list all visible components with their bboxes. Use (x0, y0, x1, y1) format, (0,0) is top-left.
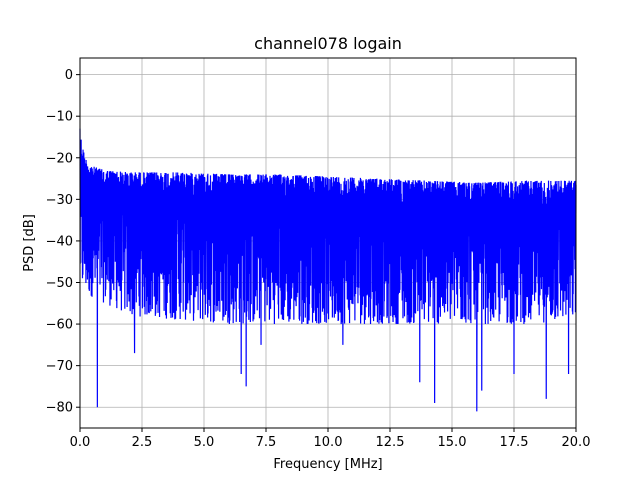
x-tick-label: 12.5 (376, 435, 405, 450)
x-tick-label: 0.0 (70, 435, 91, 450)
y-axis-label: PSD [dB] (22, 214, 37, 272)
x-axis-label: Frequency [MHz] (273, 457, 382, 472)
x-axis-ticks: 0.0 2.5 5.0 7.5 10.0 12.5 15.0 17.5 20.0 (70, 428, 591, 450)
y-tick-label: −20 (46, 151, 73, 166)
y-tick-label: −40 (46, 234, 73, 249)
psd-series-line (79, 128, 577, 412)
x-tick-label: 7.5 (256, 435, 277, 450)
chart-title: channel078 logain (254, 34, 402, 53)
x-tick-label: 17.5 (500, 435, 529, 450)
psd-trace (79, 128, 577, 412)
y-tick-label: −70 (46, 359, 73, 374)
y-tick-label: −30 (46, 193, 73, 208)
x-tick-label: 2.5 (132, 435, 153, 450)
x-tick-label: 10.0 (314, 435, 343, 450)
x-tick-label: 20.0 (562, 435, 591, 450)
y-tick-label: −50 (46, 276, 73, 291)
y-axis-ticks: 0 −10 −20 −30 −40 −50 −60 −70 −80 (46, 68, 80, 416)
x-tick-label: 15.0 (438, 435, 467, 450)
y-tick-label: −10 (46, 110, 73, 125)
y-tick-label: −80 (46, 401, 73, 416)
x-tick-label: 5.0 (194, 435, 215, 450)
y-tick-label: −60 (46, 318, 73, 333)
y-tick-label: 0 (65, 68, 73, 83)
